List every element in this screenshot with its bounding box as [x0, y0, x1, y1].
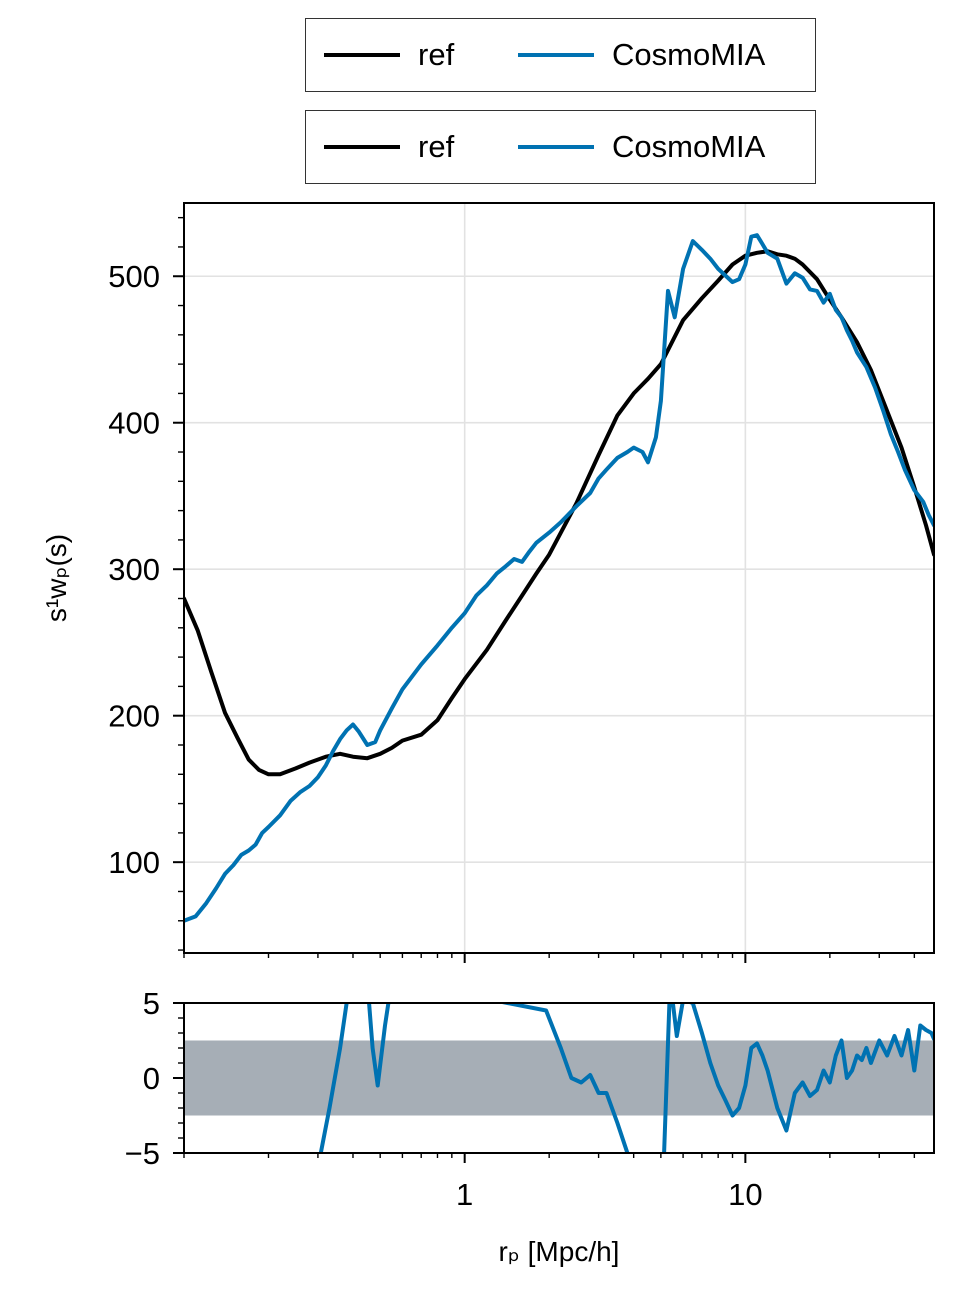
ratio-panel: −5 0 5 1 10 rₚ [Mpc/h] [125, 986, 935, 1267]
legend-entry-cosmomia: CosmoMIA [518, 19, 765, 91]
legend-swatch-ref [324, 53, 400, 57]
y-tick-label: 300 [108, 552, 160, 587]
legend-swatch-cosmomia [518, 145, 594, 149]
y-axis-label: s¹wₚ(s) [41, 534, 72, 622]
series-line-cosmomia [184, 233, 934, 923]
legend-top: ref CosmoMIA [305, 18, 816, 92]
legend-entry-ref: ref [324, 111, 454, 183]
legend-swatch-cosmomia [518, 53, 594, 57]
main-panel: 100 200 300 400 500 s¹wₚ(s) [41, 202, 935, 963]
tolerance-band [184, 1040, 934, 1116]
legend-entry-cosmomia: CosmoMIA [518, 111, 765, 183]
legend-label-ref: ref [418, 37, 455, 72]
x-axis-label: rₚ [Mpc/h] [499, 1236, 620, 1267]
plot-lines [318, 1003, 934, 1153]
x-tick-label: 10 [728, 1177, 762, 1212]
series-line-cosmomia [318, 1003, 934, 1153]
legend-second: ref CosmoMIA [305, 110, 816, 184]
legend-label-ref: ref [418, 129, 455, 164]
y-tick-label: 100 [108, 845, 160, 880]
legend-label-cosmomia: CosmoMIA [612, 129, 766, 164]
y-tick-label: 500 [108, 259, 160, 294]
plot-lines [184, 233, 934, 923]
x-tick-label: 1 [456, 1177, 473, 1212]
series-line-ref [184, 249, 934, 777]
legend-entry-ref: ref [324, 19, 454, 91]
y-tick-label: 5 [143, 986, 160, 1021]
legend-swatch-ref [324, 145, 400, 149]
y-tick-label: 0 [143, 1061, 160, 1096]
y-tick-label: 200 [108, 699, 160, 734]
y-tick-label: −5 [125, 1136, 160, 1171]
y-tick-label: 400 [108, 406, 160, 441]
legend-label-cosmomia: CosmoMIA [612, 37, 766, 72]
plot-frame [183, 202, 935, 954]
